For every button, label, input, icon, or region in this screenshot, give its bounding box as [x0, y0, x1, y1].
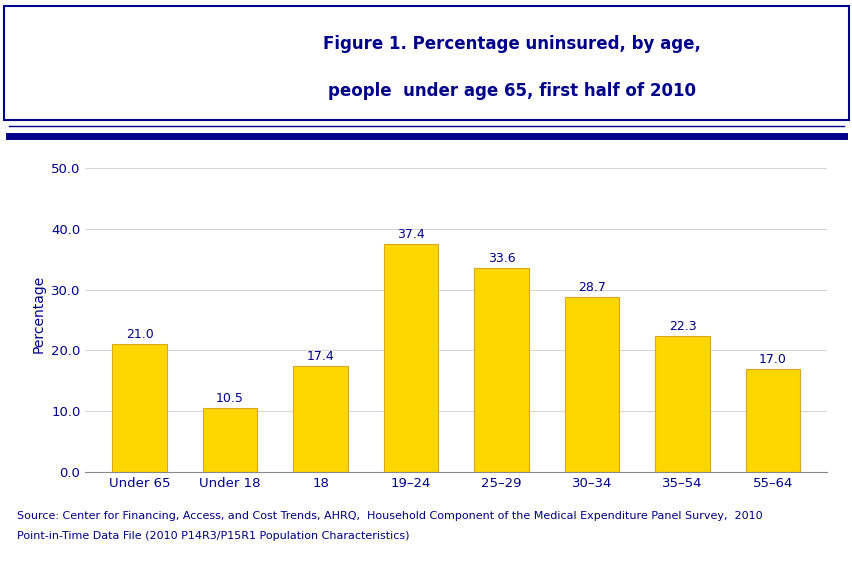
Text: 28.7: 28.7 — [578, 282, 605, 294]
Bar — [383, 244, 438, 472]
Bar — [203, 408, 257, 472]
Bar — [112, 344, 166, 472]
Text: 17.4: 17.4 — [307, 350, 334, 363]
Text: Point-in-Time Data File (2010 P14R3/P15R1 Population Characteristics): Point-in-Time Data File (2010 P14R3/P15R… — [17, 532, 409, 541]
Text: people  under age 65, first half of 2010: people under age 65, first half of 2010 — [327, 82, 695, 100]
Bar — [474, 268, 528, 472]
Text: Figure 1. Percentage uninsured, by age,: Figure 1. Percentage uninsured, by age, — [323, 35, 699, 54]
Bar — [654, 336, 709, 472]
Bar — [293, 366, 348, 472]
Text: 17.0: 17.0 — [758, 353, 786, 366]
Text: 37.4: 37.4 — [397, 229, 424, 241]
Text: 21.0: 21.0 — [125, 328, 153, 342]
Bar — [564, 297, 619, 472]
Text: 10.5: 10.5 — [216, 392, 244, 406]
Text: 22.3: 22.3 — [668, 320, 695, 334]
Y-axis label: Percentage: Percentage — [32, 275, 45, 353]
Bar — [746, 369, 799, 472]
Text: 33.6: 33.6 — [487, 252, 515, 264]
Text: Source: Center for Financing, Access, and Cost Trends, AHRQ,  Household Componen: Source: Center for Financing, Access, an… — [17, 511, 762, 521]
